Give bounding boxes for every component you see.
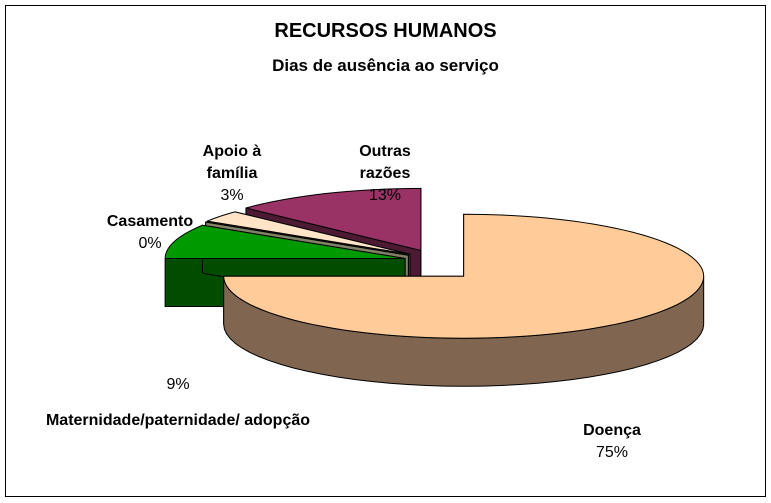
chart-subtitle: Dias de ausência ao serviço — [272, 56, 499, 75]
chart-title: RECURSOS HUMANOS — [274, 20, 497, 42]
pie-slice — [245, 187, 422, 251]
category-label: Casamento — [106, 213, 194, 230]
pie-slice — [206, 211, 411, 255]
pie-slice — [164, 224, 406, 259]
slice-label: Outras razões 13% — [347, 141, 423, 207]
pie-slice — [205, 221, 409, 256]
slice-label: 9% Maternidade/paternidade/ adopção — [28, 374, 328, 432]
value-label: 13% — [368, 187, 402, 204]
category-label: Maternidade/paternidade/ adopção — [45, 412, 311, 429]
value-label: 9% — [166, 376, 190, 393]
category-label: Outras razões — [359, 143, 411, 182]
value-label: 0% — [138, 235, 162, 252]
slice-label: Doença 75% — [552, 420, 672, 464]
slice-label: Casamento 0% — [90, 211, 210, 255]
category-label: Apoio à família — [202, 143, 262, 182]
value-label: 75% — [595, 444, 629, 461]
category-label: Doença — [583, 422, 641, 439]
slice-label: Apoio à família 3% — [190, 141, 274, 207]
pie-slice — [223, 213, 705, 339]
value-label: 3% — [220, 187, 244, 204]
